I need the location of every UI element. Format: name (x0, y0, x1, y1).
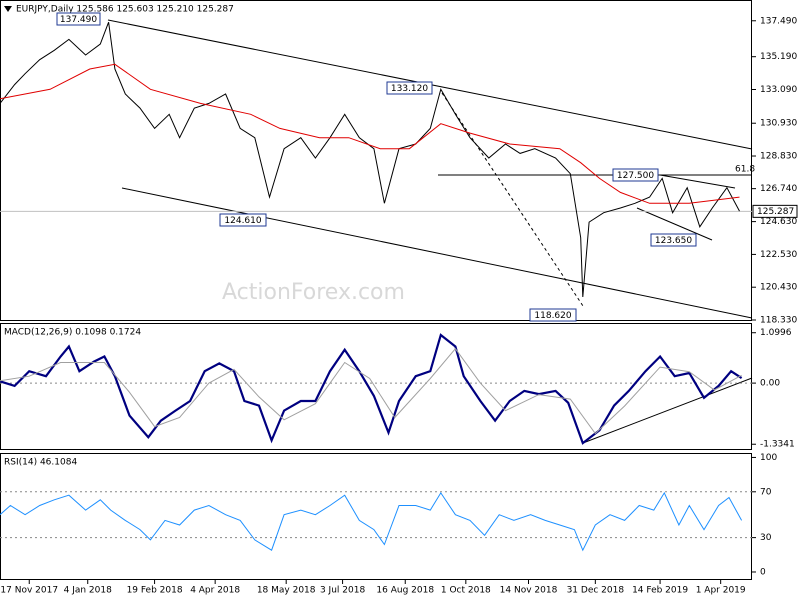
rsi-panel (0, 453, 752, 580)
y-tick-label: 133.090 (760, 85, 797, 95)
x-tick-label: 14 Nov 2018 (500, 586, 558, 596)
x-tick-label: 4 Jan 2018 (64, 586, 112, 596)
annotation-box (386, 81, 433, 95)
x-tick-label: 1 Apr 2019 (696, 586, 746, 596)
y-tick-label: 0.00 (760, 379, 780, 389)
x-tick-label: 31 Dec 2018 (567, 586, 625, 596)
macd-title: MACD(12,26,9) 0.1098 0.1724 (4, 328, 141, 338)
last-price-tag (752, 204, 798, 218)
y-tick-label: 118.330 (760, 316, 797, 326)
y-tick-label: 130.930 (760, 119, 797, 129)
dashed-trend (441, 92, 584, 307)
macd-trend (582, 377, 753, 444)
annotation: 133.120 (391, 84, 428, 94)
annotation: 127.500 (617, 171, 654, 181)
y-tick-label: 1.0996 (760, 328, 792, 338)
wedge-upper (659, 174, 736, 189)
y-tick-label: 122.530 (760, 250, 797, 260)
annotation-box (650, 233, 697, 247)
y-tick-label: 0 (760, 567, 766, 577)
y-tick-label: 120.430 (760, 283, 797, 293)
watermark: ActionForex.com (222, 280, 405, 305)
y-tick-label: 126.740 (760, 184, 797, 194)
series-line (0, 22, 740, 298)
y-tick-label: 30 (760, 533, 772, 543)
annotation-box (219, 213, 267, 227)
x-tick-label: 17 Nov 2017 (0, 586, 58, 596)
y-tick-label: 124.630 (760, 217, 797, 227)
wedge-lower (636, 207, 713, 241)
y-tick-label: 128.830 (760, 152, 797, 162)
menu-arrow (4, 6, 12, 12)
series-line (0, 347, 742, 435)
annotation: 118.620 (534, 311, 571, 321)
x-tick-label: 4 Apr 2018 (190, 586, 240, 596)
x-tick-label: 14 Feb 2019 (632, 586, 688, 596)
annotation-box (529, 308, 577, 322)
channel-lower (121, 187, 753, 319)
x-tick-label: 1 Oct 2018 (441, 586, 491, 596)
x-tick-label: 19 Feb 2018 (127, 586, 183, 596)
x-tick-label: 18 May 2018 (257, 586, 316, 596)
annotation: 123.650 (655, 236, 692, 246)
series-line (0, 63, 740, 204)
y-tick-label: 135.190 (760, 52, 797, 62)
annotation: 137.490 (60, 15, 97, 25)
rsi-title: RSI(14) 46.1084 (4, 458, 77, 468)
y-tick-label: 137.490 (760, 16, 797, 26)
y-tick-label: 70 (760, 487, 772, 497)
macd-panel (0, 323, 752, 450)
annotation-box (612, 168, 659, 182)
annotation: 124.610 (224, 216, 261, 226)
annotation: 61.8 (735, 165, 755, 175)
annotation-box (56, 12, 101, 26)
x-tick-label: 16 Aug 2018 (376, 586, 434, 596)
last-price-label: 125.287 (757, 207, 794, 217)
y-tick-label: -1.3341 (760, 440, 795, 450)
series-line (0, 491, 743, 552)
chart-title: EURJPY,Daily 125.586 125.603 125.210 125… (16, 5, 234, 15)
y-tick-label: 100 (760, 453, 777, 463)
x-tick-label: 3 Jul 2018 (320, 586, 365, 596)
price-panel (0, 0, 752, 321)
